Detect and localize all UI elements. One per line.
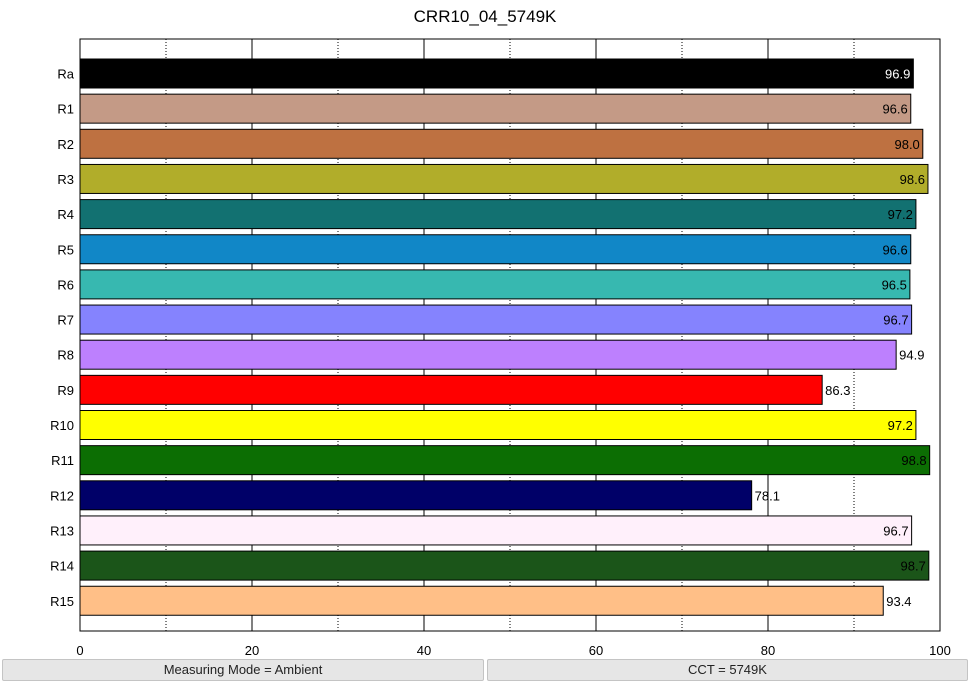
- category-label: R7: [57, 313, 74, 328]
- value-label: 97.2: [888, 207, 913, 222]
- bar-chart: 96.9 96.6 98.0 98.6 97.2 96.6 96.5 96.7 94.9 86.3…: [50, 38, 951, 658]
- value-label: 78.1: [755, 488, 780, 503]
- value-label: 96.7: [883, 523, 908, 538]
- value-label: 98.0: [894, 137, 919, 152]
- bar-r8: [79, 339, 897, 370]
- category-label: R11: [51, 453, 74, 468]
- value-label: 94.9: [899, 348, 924, 363]
- category-label: R1: [57, 102, 74, 117]
- bar-r2: [79, 128, 924, 159]
- category-label: R6: [57, 277, 74, 292]
- bar-r3: [79, 163, 929, 194]
- category-label: R12: [50, 488, 74, 503]
- bar-r9: [79, 374, 823, 405]
- value-label: 96.9: [885, 67, 910, 82]
- bar-ra: [79, 58, 914, 89]
- x-tick-label: 100: [929, 643, 951, 658]
- bar-r10: [79, 410, 917, 440]
- chart-title: CRR10_04_5749K: [413, 7, 557, 26]
- category-label: R4: [57, 207, 74, 222]
- value-label: 98.6: [900, 172, 925, 187]
- category-label: R5: [57, 242, 74, 257]
- bar-r5: [79, 234, 912, 265]
- value-label: 97.2: [888, 418, 913, 433]
- value-label: 98.8: [901, 453, 926, 468]
- x-tick-label: 0: [76, 643, 83, 658]
- bar-r6: [79, 269, 911, 300]
- value-label: 98.7: [901, 559, 926, 574]
- category-axis: Ra R1 R2 R3 R4 R5 R6 R7 R8 R9 R10 R11 R12 R13 R14 R15: [50, 67, 75, 609]
- bar-r13: [79, 515, 913, 546]
- cct-status: CCT = 5749K: [487, 659, 968, 681]
- category-label: R15: [50, 594, 74, 609]
- value-label: 93.4: [886, 594, 911, 609]
- bar-r15: [79, 585, 884, 616]
- category-label: Ra: [57, 67, 74, 82]
- label-layer: 96.9 96.6 98.0 98.6 97.2 96.6 96.5 96.7 94.9 86.3…: [755, 67, 927, 609]
- category-label: R9: [57, 383, 74, 398]
- value-label: 96.5: [882, 277, 907, 292]
- x-tick-label: 80: [761, 643, 775, 658]
- category-label: R2: [57, 137, 74, 152]
- bar-r11: [79, 445, 931, 476]
- value-label: 96.7: [883, 313, 908, 328]
- category-label: R13: [50, 523, 74, 538]
- measuring-mode-status: Measuring Mode = Ambient: [2, 659, 484, 681]
- bar-r7: [79, 304, 913, 335]
- category-label: R14: [50, 559, 74, 574]
- value-label: 86.3: [825, 383, 850, 398]
- bar-r14: [79, 550, 930, 581]
- x-tick-label: 40: [417, 643, 431, 658]
- value-label: 96.6: [882, 102, 907, 117]
- category-label: R10: [50, 418, 74, 433]
- value-axis: 0 20 40 60 80 100: [76, 643, 950, 658]
- bar-layer: [79, 58, 931, 616]
- value-label: 96.6: [882, 242, 907, 257]
- category-label: R3: [57, 172, 74, 187]
- bar-r12: [79, 480, 753, 511]
- category-label: R8: [57, 348, 74, 363]
- bar-r4: [79, 199, 917, 230]
- bar-r1: [79, 93, 912, 124]
- x-tick-label: 60: [589, 643, 603, 658]
- x-tick-label: 20: [245, 643, 259, 658]
